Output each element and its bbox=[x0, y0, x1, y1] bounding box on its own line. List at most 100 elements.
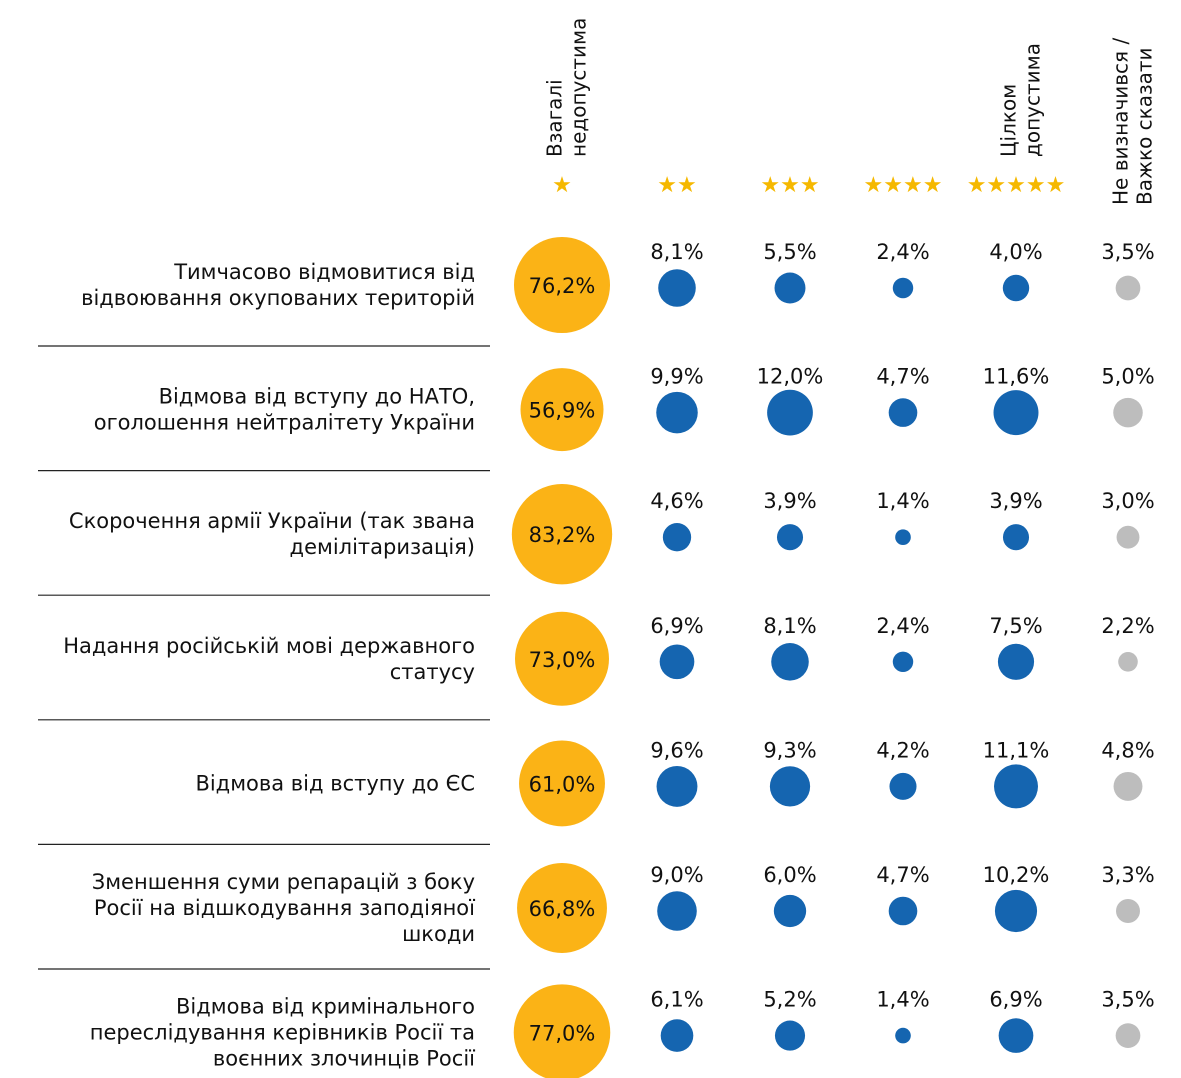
value-label: 5,2% bbox=[763, 988, 816, 1012]
row-label: переслідування керівників Росії та bbox=[90, 1021, 475, 1045]
bubble bbox=[515, 611, 609, 706]
row-label: Відмова від кримінального bbox=[176, 995, 475, 1019]
bubble bbox=[656, 765, 698, 807]
value-label: 4,8% bbox=[1101, 738, 1154, 762]
bubble bbox=[659, 644, 695, 680]
row-label: демілітаризація) bbox=[290, 535, 475, 559]
bubble bbox=[888, 398, 918, 427]
row-label: відвоювання окупованих територій bbox=[81, 286, 475, 310]
column-header: недопустима bbox=[567, 18, 591, 157]
value-label: 9,9% bbox=[650, 365, 703, 389]
value-label: 6,9% bbox=[989, 988, 1042, 1012]
column-header: Цілком bbox=[997, 84, 1021, 157]
bubble bbox=[1116, 525, 1140, 549]
value-label: 6,1% bbox=[650, 988, 703, 1012]
bubble bbox=[993, 390, 1039, 436]
rating-stars: ★ bbox=[552, 173, 572, 198]
value-label: 61,0% bbox=[529, 772, 596, 796]
row-label: оголошення нейтралітету України bbox=[94, 411, 475, 435]
value-label: 9,6% bbox=[650, 738, 703, 762]
value-label: 4,2% bbox=[876, 738, 929, 762]
bubble bbox=[657, 891, 697, 931]
value-label: 1,4% bbox=[876, 988, 929, 1012]
value-label: 8,1% bbox=[763, 614, 816, 638]
value-label: 56,9% bbox=[529, 399, 596, 423]
value-label: 4,0% bbox=[989, 240, 1042, 264]
bubble bbox=[1115, 275, 1141, 301]
value-label: 3,0% bbox=[1101, 489, 1154, 513]
bubble bbox=[517, 863, 607, 953]
value-label: 8,1% bbox=[650, 240, 703, 264]
value-label: 66,8% bbox=[529, 897, 596, 921]
bubble bbox=[767, 389, 813, 436]
value-label: 77,0% bbox=[529, 1022, 596, 1046]
value-label: 3,3% bbox=[1101, 863, 1154, 887]
row-label: Скорочення армії України (так звана bbox=[69, 509, 475, 533]
bubble bbox=[998, 1018, 1034, 1053]
value-label: 3,5% bbox=[1101, 240, 1154, 264]
row-label: шкоди bbox=[402, 922, 475, 946]
bubble bbox=[895, 1027, 911, 1044]
row-label: Відмова від вступу до НАТО, bbox=[159, 385, 475, 409]
bubble bbox=[895, 529, 911, 546]
rating-stars: ★★★★★ bbox=[967, 173, 1066, 198]
bubble bbox=[520, 368, 604, 452]
row-label: Зменшення суми репарацій з боку bbox=[92, 870, 475, 894]
bubble bbox=[1115, 1023, 1141, 1048]
value-label: 5,0% bbox=[1101, 365, 1154, 389]
value-label: 6,9% bbox=[650, 614, 703, 638]
value-label: 2,4% bbox=[876, 240, 929, 264]
row-label: воєнних злочинців Росії bbox=[213, 1047, 475, 1071]
value-label: 6,0% bbox=[763, 863, 816, 887]
value-label: 4,7% bbox=[876, 365, 929, 389]
bubble bbox=[513, 236, 611, 334]
bubble bbox=[774, 1020, 806, 1051]
bubble bbox=[1113, 397, 1143, 428]
bubble bbox=[892, 277, 914, 299]
bubble bbox=[888, 896, 918, 926]
value-label: 4,7% bbox=[876, 863, 929, 887]
bubble bbox=[774, 272, 806, 304]
bubble bbox=[994, 889, 1038, 933]
value-label: 3,9% bbox=[763, 489, 816, 513]
bubble bbox=[1002, 274, 1030, 302]
value-label: 10,2% bbox=[983, 863, 1050, 887]
bubble bbox=[656, 391, 698, 434]
bubble bbox=[776, 524, 804, 551]
value-label: 3,5% bbox=[1101, 988, 1154, 1012]
value-label: 73,0% bbox=[529, 648, 596, 672]
bubble bbox=[997, 643, 1035, 680]
bubble bbox=[511, 484, 613, 585]
bubble bbox=[769, 766, 811, 807]
rating-stars: ★★ bbox=[657, 173, 696, 198]
bubble bbox=[1113, 771, 1143, 801]
value-label: 11,6% bbox=[983, 365, 1050, 389]
value-label: 11,1% bbox=[983, 738, 1050, 762]
row-label: статусу bbox=[390, 660, 475, 684]
column-header: Важко сказати bbox=[1133, 47, 1157, 205]
value-label: 76,2% bbox=[529, 274, 596, 298]
value-label: 1,4% bbox=[876, 489, 929, 513]
value-label: 9,0% bbox=[650, 863, 703, 887]
column-header: Взагалі bbox=[543, 79, 567, 157]
row-label: Росії на відшкодування заподіяної bbox=[94, 896, 475, 920]
rating-stars: ★★★★ bbox=[864, 173, 943, 198]
bubble bbox=[513, 984, 611, 1078]
bubble bbox=[1002, 524, 1030, 551]
value-label: 5,5% bbox=[763, 240, 816, 264]
value-label: 2,2% bbox=[1101, 614, 1154, 638]
row-label: Тимчасово відмовитися від bbox=[173, 260, 475, 284]
bubble bbox=[1118, 652, 1138, 672]
column-header: допустима bbox=[1021, 43, 1045, 157]
row-label: Надання російській мові державного bbox=[63, 634, 475, 658]
bubble bbox=[892, 651, 914, 673]
value-label: 7,5% bbox=[989, 614, 1042, 638]
bubble bbox=[660, 1019, 694, 1052]
bubble bbox=[658, 269, 696, 307]
bubble bbox=[662, 523, 692, 552]
row-label: Відмова від вступу до ЄС bbox=[195, 771, 475, 795]
value-label: 83,2% bbox=[529, 523, 596, 547]
column-header: Не визначився / bbox=[1109, 38, 1133, 205]
rating-stars: ★★★ bbox=[760, 173, 819, 198]
